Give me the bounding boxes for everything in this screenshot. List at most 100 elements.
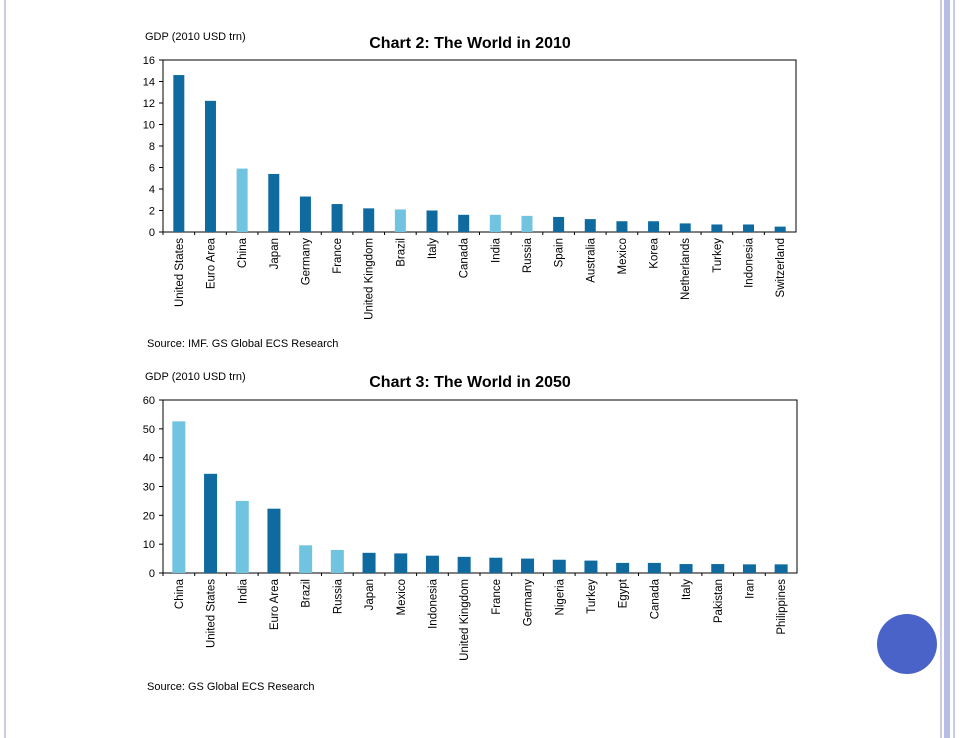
category-label: Mexico [617, 238, 629, 274]
bar-turkey [711, 224, 723, 232]
bar-india [235, 500, 249, 573]
category-label: China [174, 578, 186, 609]
source-note: Source: IMF. GS Global ECS Research [147, 338, 338, 350]
bar-indonesia [425, 555, 439, 573]
y-tick-label: 6 [149, 163, 155, 175]
bar-euro-area [267, 508, 281, 573]
category-label: Brazil [395, 238, 407, 267]
category-label: Turkey [712, 238, 724, 273]
y-tick-label: 0 [149, 227, 155, 239]
chart-title: Chart 2: The World in 2010 [369, 35, 571, 52]
bar-france [489, 557, 503, 573]
bar-spain [553, 216, 565, 232]
category-label: France [332, 238, 344, 274]
category-label: Nigeria [554, 578, 566, 615]
bar-united-kingdom [363, 208, 375, 232]
category-labels: United States Euro Area China Japan Germany F… [162, 232, 787, 320]
category-label: Canada [649, 578, 661, 619]
bar-indonesia [743, 224, 755, 232]
bar-china [172, 421, 186, 573]
category-label: Canada [459, 237, 471, 278]
y-ticks: 0 2 4 6 8 10 12 14 16 [143, 55, 163, 239]
category-label: Philippines [776, 579, 788, 635]
bar-canada [458, 214, 470, 232]
category-label: Switzerland [775, 238, 787, 297]
category-label: Pakistan [713, 579, 725, 623]
bar-switzerland [774, 226, 786, 232]
bar-germany [299, 196, 311, 232]
y-tick-label: 30 [143, 482, 155, 494]
category-label: Euro Area [205, 237, 217, 289]
bar-russia [521, 215, 533, 232]
y-tick-label: 4 [149, 184, 155, 196]
y-tick-label: 10 [143, 539, 155, 551]
bar-mexico [394, 553, 408, 573]
category-label: China [237, 237, 249, 268]
bars [173, 75, 786, 232]
bar-italy [426, 210, 438, 232]
y-tick-label: 12 [143, 98, 155, 110]
bar-united-kingdom [457, 556, 471, 573]
bar-japan [268, 173, 280, 232]
category-label: Iran [744, 579, 756, 599]
bar-netherlands [679, 223, 691, 232]
category-label: France [491, 579, 503, 615]
y-tick-label: 40 [143, 453, 155, 465]
y-tick-label: 60 [143, 395, 155, 407]
bar-brazil [299, 545, 313, 573]
y-axis-label: GDP (2010 USD trn) [145, 371, 246, 383]
category-label: India [490, 237, 502, 263]
category-labels: China United States India Euro Area Brazil Ru… [162, 573, 788, 661]
slide-left-border [4, 0, 6, 738]
source-note: Source: GS Global ECS Research [147, 681, 315, 693]
bar-canada [647, 562, 661, 573]
category-label: United States [206, 579, 218, 648]
category-label: Brazil [301, 579, 313, 608]
y-tick-label: 10 [143, 120, 155, 132]
bar-iran [742, 564, 756, 573]
category-label: United Kingdom [459, 579, 471, 661]
category-label: Egypt [618, 578, 630, 608]
category-label: Germany [300, 238, 312, 286]
category-label: Indonesia [744, 237, 756, 287]
category-label: Australia [585, 237, 597, 282]
bar-brazil [394, 209, 406, 232]
bar-russia [330, 549, 344, 573]
chart-title: Chart 3: The World in 2050 [369, 374, 571, 391]
bar-france [331, 204, 343, 232]
category-label: United Kingdom [364, 238, 376, 320]
y-tick-label: 2 [149, 206, 155, 218]
category-label: Spain [554, 238, 566, 267]
y-axis-label: GDP (2010 USD trn) [145, 31, 246, 43]
category-label: Euro Area [269, 578, 281, 630]
slide-right-border-bar [944, 0, 950, 738]
bar-india [489, 214, 501, 232]
category-label: Netherlands [680, 238, 692, 300]
bar-turkey [584, 560, 598, 573]
category-label: Russia [332, 578, 344, 614]
slide-right-border-line [940, 0, 942, 738]
chart-2010: GDP (2010 USD trn) Chart 2: The World in… [143, 31, 797, 350]
bar-philippines [774, 564, 788, 573]
category-label: India [237, 578, 249, 604]
category-label: Mexico [396, 579, 408, 615]
y-tick-label: 20 [143, 510, 155, 522]
category-label: Indonesia [427, 578, 439, 628]
bars [172, 421, 788, 573]
decorative-circle [877, 614, 937, 674]
category-label: Japan [269, 238, 281, 269]
y-ticks: 0 10 20 30 40 50 60 [143, 395, 163, 580]
bar-pakistan [711, 564, 725, 573]
category-label: Japan [364, 579, 376, 610]
plot-frame [162, 399, 798, 574]
category-label: Turkey [586, 579, 598, 614]
y-tick-label: 8 [149, 141, 155, 153]
bar-australia [584, 219, 596, 232]
bar-korea [648, 221, 660, 232]
bar-germany [521, 558, 535, 573]
bar-japan [362, 552, 376, 573]
bar-mexico [616, 221, 628, 232]
bar-euro-area [204, 100, 216, 232]
bar-egypt [616, 562, 630, 573]
